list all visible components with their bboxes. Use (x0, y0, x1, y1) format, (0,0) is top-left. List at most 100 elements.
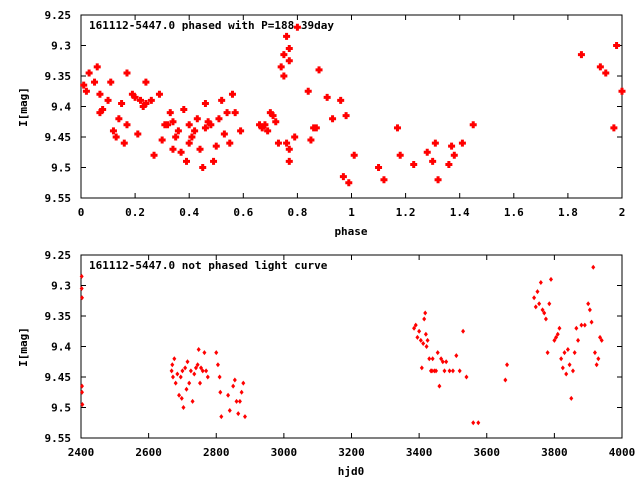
data-point (533, 304, 538, 310)
data-point (555, 331, 560, 337)
data-point (204, 368, 209, 374)
data-point (173, 380, 178, 386)
data-point (228, 90, 236, 98)
data-point (185, 359, 190, 365)
data-point (450, 368, 455, 374)
data-point (237, 398, 242, 404)
data-point (312, 124, 320, 132)
plot-frame (80, 14, 623, 199)
data-point (174, 127, 182, 135)
data-point (577, 51, 585, 59)
data-point (123, 69, 131, 77)
data-point (444, 359, 449, 365)
data-point (80, 383, 85, 389)
data-point (201, 124, 209, 132)
data-point (291, 133, 299, 141)
data-point (579, 322, 584, 328)
data-point (315, 66, 323, 74)
phased-light-curve-panel: 161112-5447.0 phased with P=188.39day ph… (17, 9, 626, 238)
data-point (442, 368, 447, 374)
data-point (476, 420, 481, 426)
data-point (272, 118, 280, 126)
x-tick-label: 2600 (135, 446, 162, 459)
x-ticks: 2400 2600 2800 3000 3200 3400 3600 3800 4000 (68, 255, 635, 459)
data-point (118, 99, 126, 107)
data-point (188, 368, 193, 374)
data-point (596, 63, 604, 71)
data-point (350, 151, 358, 159)
data-point (177, 392, 182, 398)
data-point (170, 362, 175, 368)
data-point (181, 405, 186, 410)
data-point (190, 398, 195, 404)
y-tick-label: 9.3 (51, 40, 71, 53)
data-point (277, 63, 285, 71)
data-point (193, 115, 201, 123)
data-point (256, 121, 264, 129)
data-point (80, 389, 85, 395)
data-point (307, 136, 315, 144)
chart-title: 161112-5447.0 phased with P=188.39day (89, 19, 334, 32)
y-tick-label: 9.4 (51, 341, 71, 354)
data-point (422, 316, 427, 322)
data-point (342, 112, 350, 120)
data-point (425, 337, 430, 343)
data-point (170, 374, 175, 380)
data-point (431, 139, 439, 147)
data-point (85, 69, 93, 77)
data-point (471, 420, 476, 426)
data-point (283, 32, 291, 40)
data-point (274, 139, 282, 147)
data-point (223, 109, 231, 117)
data-point (429, 157, 437, 165)
data-point (469, 121, 477, 129)
data-point (120, 139, 128, 147)
y-tick-label: 9.25 (45, 9, 72, 22)
data-point (285, 145, 293, 153)
data-point (142, 99, 150, 107)
data-point (175, 371, 180, 377)
x-tick-label: 1.6 (504, 206, 524, 219)
data-point (285, 45, 293, 53)
data-point (199, 164, 207, 171)
data-point (269, 112, 277, 120)
data-point (447, 368, 452, 374)
data-point (423, 148, 431, 156)
y-tick-label: 9.35 (45, 70, 72, 83)
data-point (598, 334, 603, 340)
y-tick-label: 9.5 (51, 162, 71, 175)
data-point (410, 160, 418, 168)
data-point (241, 380, 246, 386)
data-point (503, 377, 508, 383)
x-tick-label: 2 (619, 206, 626, 219)
data-point (396, 151, 404, 159)
data-point (547, 301, 552, 307)
data-point (82, 87, 90, 95)
data-point (417, 328, 422, 334)
x-tick-label: 2400 (68, 446, 95, 459)
data-point (543, 316, 548, 322)
data-point (261, 121, 269, 129)
data-point (169, 368, 174, 374)
data-point (242, 414, 247, 420)
data-point (166, 109, 174, 117)
data-point (180, 368, 185, 374)
data-point (107, 78, 115, 86)
y-tick-label: 9.55 (45, 192, 72, 205)
data-point (179, 395, 184, 401)
data-point (434, 368, 439, 374)
data-point (591, 264, 596, 270)
data-point (91, 78, 99, 86)
chart-title: 161112-5447.0 not phased light curve (89, 259, 328, 272)
data-point (266, 109, 274, 117)
y-tick-label: 9.45 (45, 131, 72, 144)
data-point (548, 276, 553, 282)
data-point (172, 133, 180, 141)
data-point (437, 383, 442, 389)
data-point (429, 368, 434, 374)
data-point (169, 118, 177, 126)
data-point (592, 350, 597, 356)
data-point (574, 325, 579, 331)
data-point (142, 78, 150, 86)
